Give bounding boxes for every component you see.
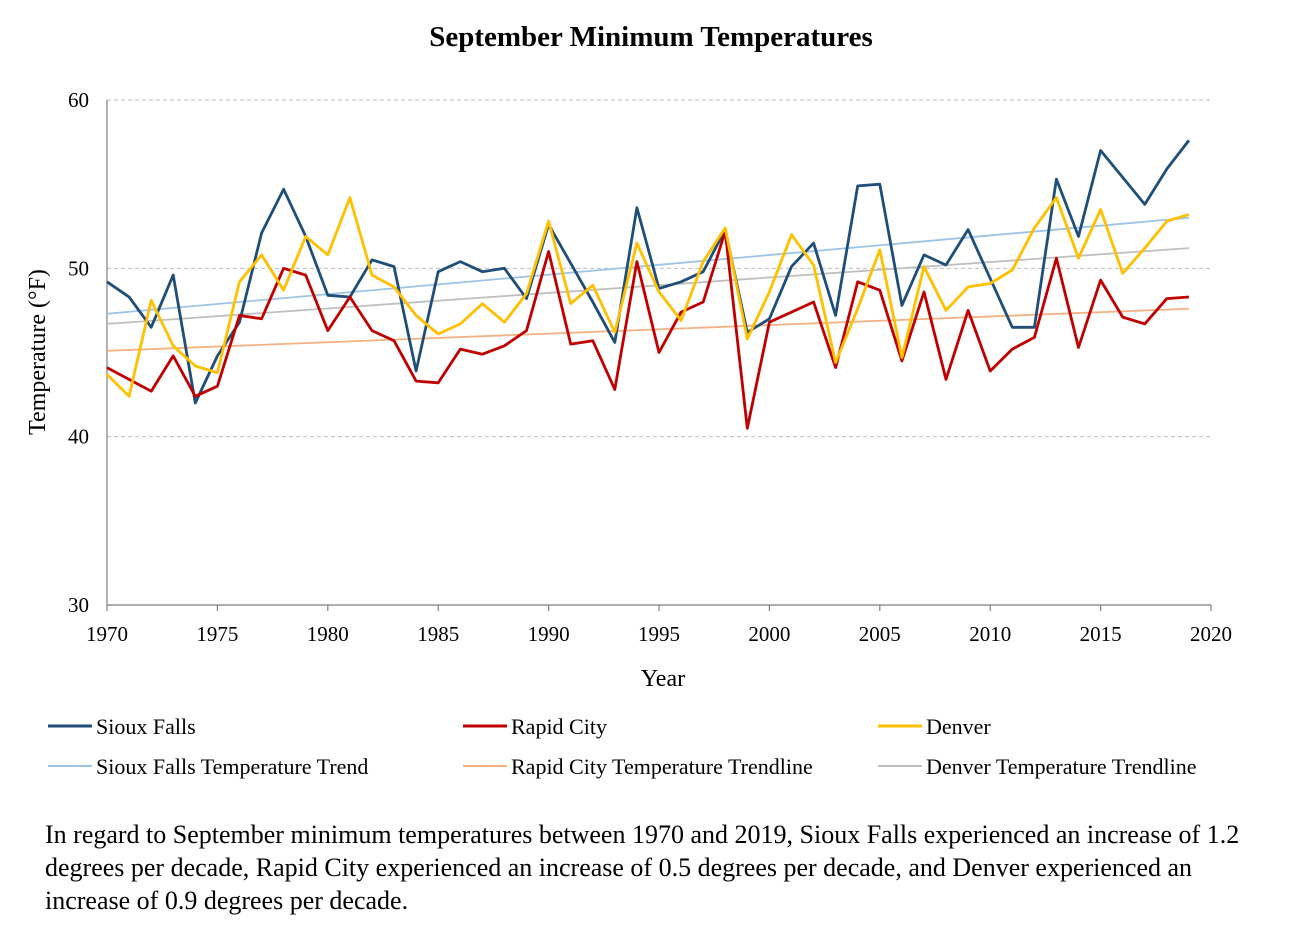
y-tick-labels: 30 40 50 60 — [68, 88, 89, 617]
legend-label-sioux-falls: Sioux Falls — [96, 714, 196, 739]
caption: In regard to September minimum temperatu… — [45, 820, 1240, 915]
x-axis-label: Year — [641, 666, 685, 692]
trendline-rapid-city-temperature-trendline — [106, 307, 1189, 352]
x-tick-2005: 2005 — [859, 622, 901, 646]
legend: Sioux Falls Rapid City Denver Sioux Falls T… — [48, 714, 1197, 779]
x-tick-2015: 2015 — [1080, 622, 1122, 646]
legend-label-sioux-falls-temperature-trend: Sioux Falls Temperature Trend — [96, 754, 368, 779]
series-line-rapid-city — [106, 229, 1190, 430]
y-tick-50: 50 — [68, 256, 89, 280]
legend-label-rapid-city-temperature-trendline: Rapid City Temperature Trendline — [511, 754, 813, 779]
x-tick-1985: 1985 — [417, 622, 459, 646]
series-line-denver — [106, 196, 1190, 398]
y-axis-label: Temperature (°F) — [25, 269, 51, 435]
x-tick-1970: 1970 — [86, 622, 128, 646]
series-lines — [106, 139, 1191, 430]
chart-title: September Minimum Temperatures — [429, 21, 873, 53]
x-tick-2010: 2010 — [969, 622, 1011, 646]
y-tick-40: 40 — [68, 425, 89, 449]
x-tick-1990: 1990 — [528, 622, 570, 646]
y-tick-60: 60 — [68, 88, 89, 112]
legend-label-denver-temperature-trendline: Denver Temperature Trendline — [926, 754, 1197, 779]
legend-label-rapid-city: Rapid City — [511, 714, 607, 739]
x-tick-2000: 2000 — [748, 622, 790, 646]
x-tick-labels: 1970 1975 1980 1985 1990 1995 2000 2005 2010 2015… — [86, 622, 1232, 646]
x-tick-2020: 2020 — [1190, 622, 1232, 646]
x-tick-1980: 1980 — [307, 622, 349, 646]
axes — [106, 100, 1212, 611]
gridlines — [107, 99, 1211, 438]
series-line-sioux-falls — [106, 139, 1191, 405]
trendlines — [106, 216, 1189, 352]
x-tick-1995: 1995 — [638, 622, 680, 646]
y-tick-30: 30 — [68, 593, 89, 617]
legend-label-denver: Denver — [926, 714, 991, 739]
x-tick-1975: 1975 — [196, 622, 238, 646]
chart: September Minimum Temperatures 1970 1975 1… — [25, 21, 1232, 779]
trendline-denver-temperature-trendline — [106, 247, 1189, 325]
